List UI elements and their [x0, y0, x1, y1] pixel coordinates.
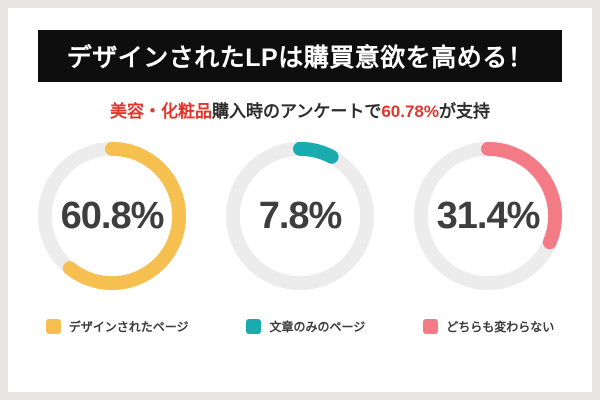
legend-item-no-difference: どちらも変わらない — [423, 318, 554, 335]
page-title: デザインされたLPは購買意欲を高める！ — [66, 44, 534, 72]
donut-arc — [37, 141, 187, 291]
subtitle-text-1: 購入時のアンケートで — [212, 102, 382, 121]
legend-swatch-yellow-icon — [45, 319, 61, 334]
donut-arc — [413, 141, 563, 291]
donut-chart-text-only-page: 7.8% — [224, 140, 376, 292]
legend-label: デザインされたページ — [68, 320, 189, 334]
legend: デザインされたページ 文章のみのページ どちらも変わらない — [8, 318, 592, 335]
legend-swatch-teal-icon — [246, 319, 262, 334]
donut-value-label: 60.8% — [60, 194, 165, 237]
subtitle-highlight-percent: 60.78% — [381, 102, 439, 121]
donut-ring-icon — [37, 141, 187, 291]
donut-charts-row: 60.8% 7.8% 31.4% — [8, 140, 592, 292]
donut-value-label: 7.8% — [258, 194, 343, 237]
donut-value-label: 31.4% — [436, 194, 541, 237]
subtitle: 美容・化粧品購入時のアンケートで60.78%が支持 — [8, 97, 592, 122]
title-banner: デザインされたLPは購買意欲を高める！ — [38, 30, 562, 82]
donut-arc — [225, 141, 375, 291]
subtitle-text-2: が支持 — [439, 102, 490, 121]
donut-chart-designed-page: 60.8% — [36, 140, 188, 292]
legend-swatch-pink-icon — [423, 319, 439, 334]
legend-label: どちらも変わらない — [446, 320, 555, 334]
donut-ring-icon — [413, 141, 563, 291]
infographic-card: デザインされたLPは購買意欲を高める！ 美容・化粧品購入時のアンケートで60.7… — [8, 8, 592, 392]
legend-label: 文章のみのページ — [269, 320, 366, 334]
legend-item-text-only-page: 文章のみのページ — [246, 318, 365, 335]
donut-ring-icon — [225, 141, 375, 291]
subtitle-highlight-category: 美容・化粧品 — [110, 102, 212, 121]
legend-item-designed-page: デザインされたページ — [45, 318, 189, 335]
donut-chart-no-difference: 31.4% — [412, 140, 564, 292]
